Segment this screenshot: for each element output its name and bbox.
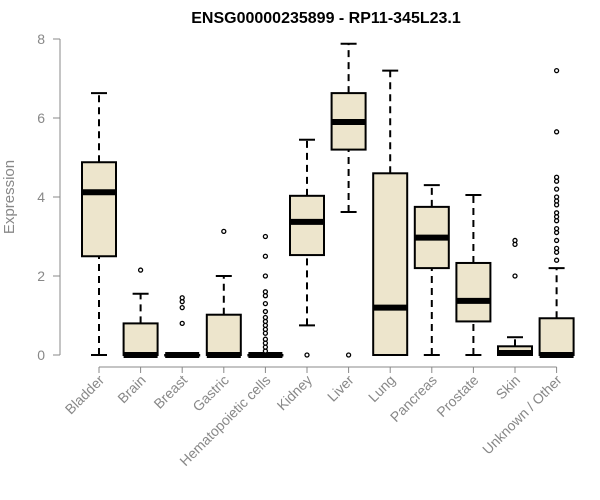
- outlier-point: [553, 210, 560, 216]
- box-kidney: [289, 138, 325, 358]
- y-tick-label: 8: [37, 31, 45, 47]
- iqr-box: [81, 161, 117, 258]
- x-category-label: Bladder: [62, 372, 108, 418]
- outlier-point: [304, 352, 310, 358]
- box-brain: [122, 267, 159, 358]
- chart-title: ENSG00000235899 - RP11-345L23.1: [191, 10, 461, 27]
- boxplot-series: [81, 42, 575, 358]
- x-category-label: Skin: [493, 372, 524, 403]
- outlier-point: [262, 300, 269, 307]
- outlier-point: [553, 129, 560, 135]
- box-bladder: [81, 92, 117, 356]
- outlier-point: [221, 228, 227, 235]
- outlier-point: [262, 253, 269, 259]
- x-category-label: Liver: [324, 372, 357, 405]
- x-category-label: Kidney: [274, 372, 316, 414]
- outlier-point: [179, 295, 185, 301]
- iqr-box: [538, 317, 575, 357]
- x-category-label: Lung: [365, 372, 398, 405]
- outlier-point: [262, 289, 269, 295]
- box-skin: [497, 237, 533, 357]
- y-tick-label: 4: [37, 189, 45, 205]
- box-hematopoietic-cells: [247, 233, 284, 358]
- iqr-box: [372, 172, 409, 356]
- iqr-box: [289, 194, 325, 257]
- outlier-point: [262, 336, 269, 342]
- iqr-box: [205, 313, 242, 356]
- outlier-point: [553, 237, 560, 244]
- box-liver: [330, 42, 367, 358]
- outlier-point: [553, 186, 560, 192]
- outlier-point: [262, 308, 269, 315]
- outlier-point: [262, 233, 269, 240]
- x-category-label: Breast: [150, 372, 190, 412]
- outlier-point: [345, 352, 352, 358]
- outlier-point: [553, 225, 560, 232]
- outlier-point: [553, 245, 560, 252]
- box-lung: [372, 69, 409, 356]
- outlier-point: [179, 320, 185, 327]
- x-category-label: Brain: [114, 372, 148, 406]
- outlier-point: [512, 273, 518, 279]
- box-unknown-other: [538, 67, 575, 358]
- y-tick-label: 0: [37, 347, 45, 363]
- outlier-point: [553, 257, 560, 263]
- outlier-point: [553, 174, 560, 180]
- y-tick-label: 6: [37, 110, 45, 126]
- iqr-box: [455, 261, 492, 323]
- outlier-point: [262, 273, 269, 279]
- y-axis: 0 2 4 6 8: [37, 31, 61, 363]
- outlier-point: [262, 314, 269, 321]
- y-axis-label: Expression: [1, 160, 18, 234]
- outlier-point: [512, 237, 518, 244]
- box-breast: [164, 295, 201, 358]
- outlier-point: [553, 194, 560, 200]
- box-pancreas: [413, 184, 450, 356]
- outlier-point: [179, 304, 185, 311]
- iqr-box: [122, 322, 159, 356]
- box-prostate: [455, 194, 492, 356]
- x-category-label: Prostate: [433, 372, 481, 420]
- x-category-label: Unknown / Other: [479, 372, 565, 458]
- outlier-point: [553, 67, 560, 74]
- y-tick-label: 2: [37, 268, 45, 284]
- outlier-point: [137, 267, 144, 273]
- box-gastric: [205, 228, 242, 358]
